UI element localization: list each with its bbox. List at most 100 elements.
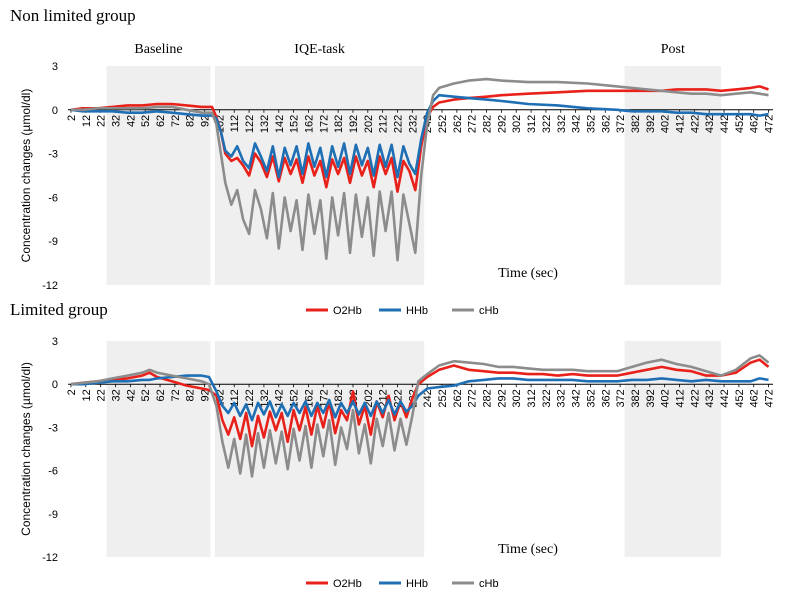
phase-band-nonlimited-0 [106, 66, 211, 285]
x-tick-nonlimited: 262 [452, 115, 464, 133]
x-tick-nonlimited: 12 [81, 115, 93, 127]
phase-band-limited-1 [214, 341, 425, 557]
x-tick-nonlimited: 342 [571, 115, 583, 133]
x-tick-limited: 312 [526, 389, 538, 407]
x-tick-limited: 152 [289, 389, 301, 407]
y-tick-limited: -9 [48, 509, 58, 521]
x-tick-limited: 322 [541, 389, 553, 407]
x-tick-limited: 332 [556, 389, 568, 407]
x-tick-nonlimited: 112 [229, 115, 241, 133]
series-line-nonlimited-chb [71, 77, 769, 262]
series-line-nonlimited-hhb [70, 93, 769, 179]
x-tick-nonlimited: 312 [526, 115, 538, 133]
x-tick-nonlimited: 332 [556, 115, 568, 133]
phase-label-nonlimited-0: Baseline [134, 42, 182, 57]
series-line-limited-hhb [71, 374, 769, 422]
x-tick-limited: 92 [200, 389, 212, 401]
x-tick-nonlimited: 212 [378, 115, 390, 133]
x-tick-limited: 12 [81, 389, 93, 401]
x-tick-nonlimited: 92 [200, 115, 212, 127]
phase-band-nonlimited-2 [624, 66, 722, 285]
phase-band-limited-2 [624, 341, 722, 557]
x-tick-limited: 372 [615, 389, 627, 407]
x-tick-nonlimited: 32 [110, 115, 122, 127]
x-tick-nonlimited: 142 [274, 115, 286, 133]
x-tick-nonlimited: 322 [541, 115, 553, 133]
x-tick-nonlimited: 72 [170, 115, 182, 127]
x-tick-nonlimited: 162 [303, 115, 315, 133]
x-tick-limited: 82 [185, 389, 197, 401]
x-tick-limited: 342 [571, 389, 583, 407]
x-tick-limited: 362 [600, 389, 612, 407]
legend-label-nonlimited-hhb: HHb [406, 305, 428, 317]
x-tick-limited: 462 [749, 389, 761, 407]
legend-label-nonlimited-chb: cHb [479, 305, 499, 317]
legend-label-nonlimited-o2hb: O2Hb [333, 305, 362, 317]
x-tick-nonlimited: 462 [749, 115, 761, 133]
x-axis-label-nonlimited: Time (sec) [498, 266, 558, 281]
x-tick-nonlimited: 412 [674, 115, 686, 133]
phase-label-nonlimited-1: IQE-task [294, 42, 345, 57]
x-tick-limited: 142 [274, 389, 286, 407]
legend-label-limited-chb: cHb [479, 578, 499, 590]
x-tick-nonlimited: 62 [155, 115, 167, 127]
x-tick-nonlimited: 402 [660, 115, 672, 133]
legend-label-limited-o2hb: O2Hb [333, 578, 362, 590]
x-tick-nonlimited: 132 [259, 115, 271, 133]
x-tick-limited: 62 [155, 389, 167, 401]
x-tick-limited: 112 [229, 389, 241, 407]
x-tick-nonlimited: 22 [96, 115, 108, 127]
x-tick-nonlimited: 42 [125, 115, 137, 127]
x-tick-nonlimited: 172 [318, 115, 330, 133]
y-tick-nonlimited: -9 [48, 236, 58, 248]
y-axis-label-nonlimited: Concentration changes (µmol/dl) [19, 89, 33, 263]
x-tick-limited: 442 [719, 389, 731, 407]
x-tick-nonlimited: 232 [407, 115, 419, 133]
y-tick-limited: -12 [42, 552, 58, 564]
x-tick-nonlimited: 182 [333, 115, 345, 133]
x-tick-limited: 402 [660, 389, 672, 407]
x-tick-nonlimited: 372 [615, 115, 627, 133]
x-tick-limited: 32 [110, 389, 122, 401]
x-tick-nonlimited: 362 [600, 115, 612, 133]
x-tick-limited: 292 [496, 389, 508, 407]
x-tick-limited: 452 [734, 389, 746, 407]
x-tick-nonlimited: 192 [348, 115, 360, 133]
x-tick-limited: 72 [170, 389, 182, 401]
x-tick-nonlimited: 252 [437, 115, 449, 133]
x-tick-nonlimited: 202 [363, 115, 375, 133]
x-axis-label-limited: Time (sec) [498, 542, 558, 557]
x-tick-nonlimited: 452 [734, 115, 746, 133]
x-tick-limited: 272 [467, 389, 479, 407]
x-tick-limited: 22 [96, 389, 108, 401]
x-tick-limited: 252 [437, 389, 449, 407]
x-tick-limited: 422 [689, 389, 701, 407]
x-tick-limited: 52 [140, 389, 152, 401]
y-tick-limited: -3 [48, 422, 58, 434]
x-tick-limited: 42 [125, 389, 137, 401]
legend-label-limited-hhb: HHb [406, 578, 428, 590]
y-tick-limited: -6 [48, 466, 58, 478]
y-tick-nonlimited: -12 [42, 280, 58, 292]
x-tick-nonlimited: 292 [496, 115, 508, 133]
x-tick-nonlimited: 422 [689, 115, 701, 133]
x-tick-nonlimited: 152 [289, 115, 301, 133]
x-tick-nonlimited: 472 [764, 115, 776, 133]
y-tick-limited: 3 [52, 336, 58, 348]
series-line-limited-chb [70, 354, 770, 478]
x-tick-nonlimited: 432 [704, 115, 716, 133]
x-tick-nonlimited: 122 [244, 115, 256, 133]
x-tick-limited: 432 [704, 389, 716, 407]
y-tick-limited: 0 [52, 379, 58, 391]
x-tick-limited: 122 [244, 389, 256, 407]
x-tick-limited: 162 [303, 389, 315, 407]
y-tick-nonlimited: -3 [48, 149, 58, 161]
x-tick-limited: 242 [422, 389, 434, 407]
x-tick-limited: 472 [764, 389, 776, 407]
x-tick-limited: 352 [585, 389, 597, 407]
x-tick-nonlimited: 2 [66, 115, 78, 121]
x-tick-limited: 382 [630, 389, 642, 407]
x-tick-nonlimited: 272 [467, 115, 479, 133]
x-tick-limited: 412 [674, 389, 686, 407]
x-tick-nonlimited: 442 [719, 115, 731, 133]
